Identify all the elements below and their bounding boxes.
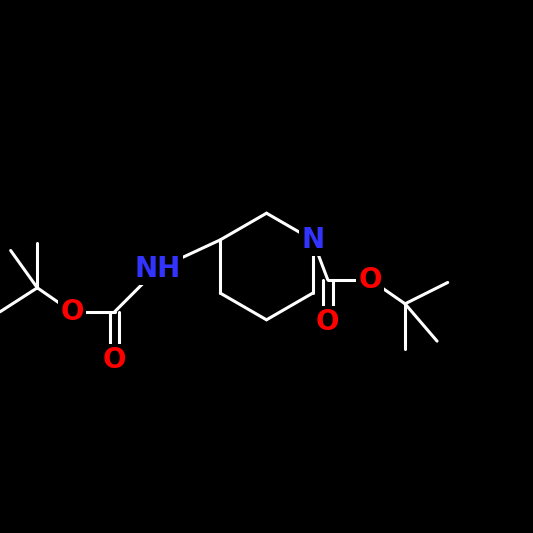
Text: NH: NH [134, 255, 180, 283]
Text: O: O [103, 346, 126, 374]
Text: O: O [359, 266, 382, 294]
Text: O: O [316, 309, 340, 336]
Text: O: O [60, 298, 84, 326]
Text: N: N [301, 226, 324, 254]
